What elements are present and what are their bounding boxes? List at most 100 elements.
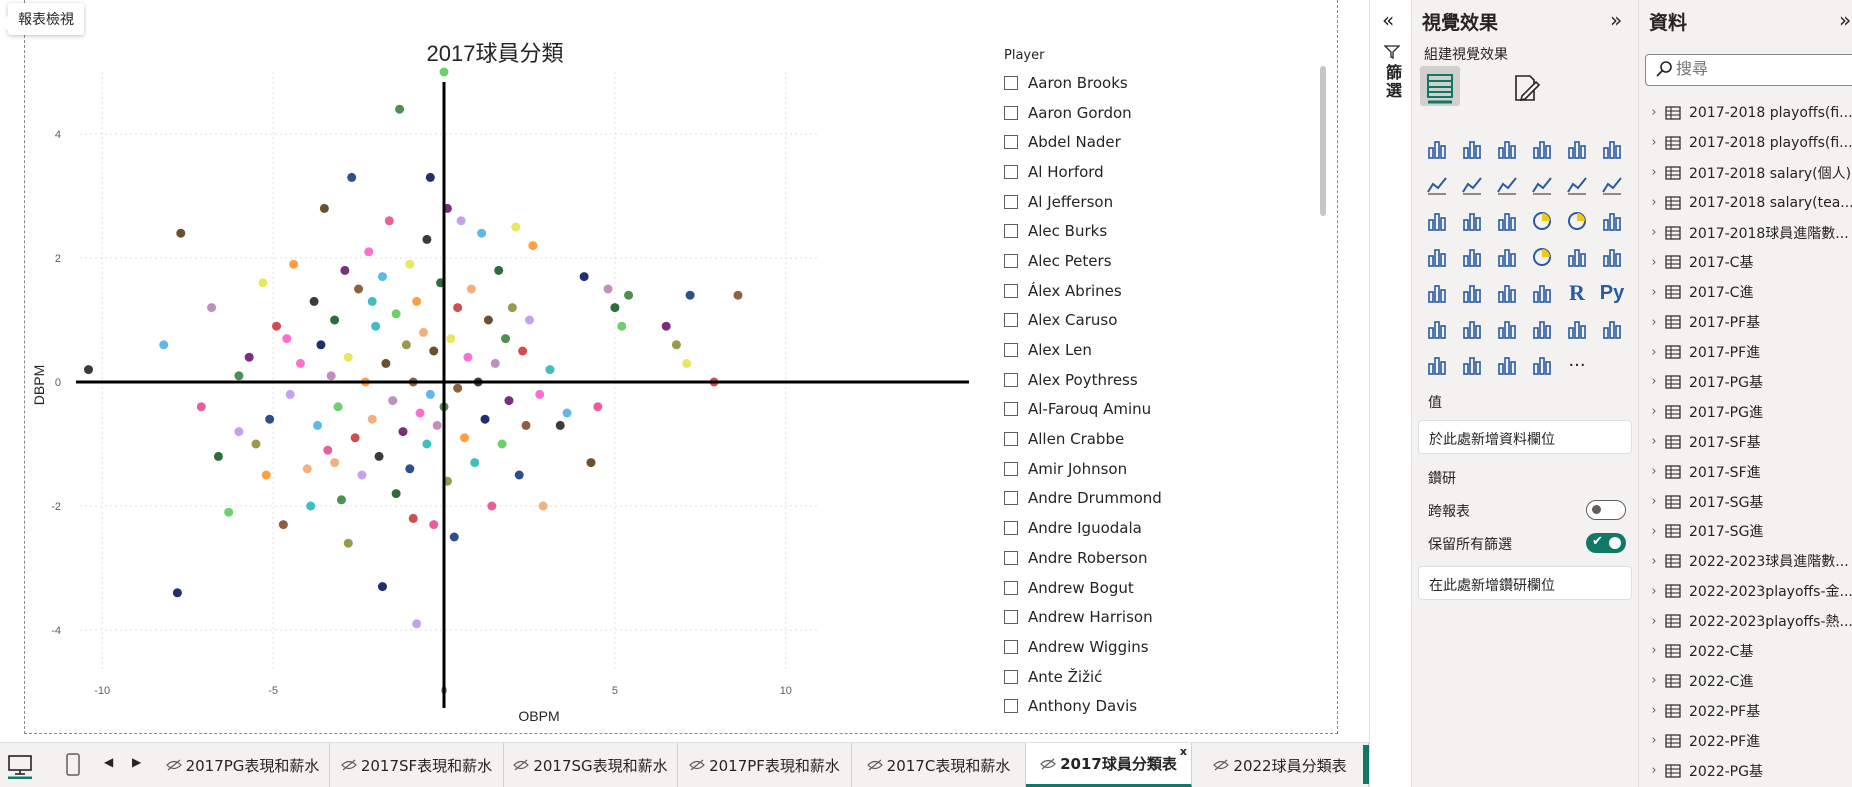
scatter-point[interactable] [377, 272, 387, 282]
chevron-right-icon[interactable]: › [1651, 583, 1657, 599]
line-chart-icon[interactable] [1424, 172, 1450, 198]
slicer-item[interactable]: Álex Abrines [1004, 276, 1162, 306]
scatter-point[interactable] [514, 470, 524, 480]
table-list-item[interactable]: › 2017-SG進 [1639, 516, 1852, 546]
scatter-point[interactable] [439, 67, 449, 77]
scatter-point[interactable] [357, 470, 367, 480]
table-list-item[interactable]: › 2017-PF進 [1639, 337, 1852, 367]
slicer-item[interactable]: Aaron Gordon [1004, 98, 1162, 128]
scatter-point[interactable] [391, 489, 401, 499]
drillthrough-drop-well[interactable]: 在此處新增鑽研欄位 [1418, 566, 1632, 600]
chevron-visual-icon[interactable] [1529, 352, 1555, 378]
scatter-point[interactable] [261, 470, 271, 480]
decomposition-tree-icon[interactable] [1459, 316, 1485, 342]
area-chart-icon[interactable] [1459, 172, 1485, 198]
azure-map-icon[interactable] [1494, 244, 1520, 270]
matrix-icon[interactable] [1529, 280, 1555, 306]
chevron-right-icon[interactable]: › [1651, 165, 1657, 181]
slicer-checkbox[interactable] [1004, 75, 1018, 90]
slicer-checkbox[interactable] [1004, 313, 1018, 328]
map-icon[interactable] [1424, 244, 1450, 270]
slicer-checkbox[interactable] [1004, 283, 1018, 298]
slicer-checkbox[interactable] [1004, 224, 1018, 239]
scatter-point[interactable] [477, 228, 487, 238]
scatter-point[interactable] [507, 303, 517, 313]
slicer-item[interactable]: Andre Iguodala [1004, 513, 1162, 543]
smart-narrative-icon[interactable] [1529, 316, 1555, 342]
scatter-point[interactable] [470, 458, 480, 468]
slicer-checkbox[interactable] [1004, 253, 1018, 268]
scatter-point[interactable] [388, 396, 398, 406]
scatter-point[interactable] [685, 290, 695, 300]
scatter-point[interactable] [562, 408, 572, 418]
table-list-item[interactable]: › 2017-SG基 [1639, 487, 1852, 517]
cross-report-toggle[interactable] [1586, 500, 1626, 520]
data-pane-expand-icon[interactable]: » [1839, 8, 1852, 32]
slicer-item[interactable]: Andrew Harrison [1004, 602, 1162, 632]
scatter-point[interactable] [244, 352, 254, 362]
slicer-checkbox[interactable] [1004, 580, 1018, 595]
scatter-point[interactable] [234, 427, 244, 437]
chevron-right-icon[interactable]: › [1651, 404, 1657, 420]
scatter-point[interactable] [593, 402, 603, 412]
scatter-point[interactable] [374, 451, 384, 461]
table-list-item[interactable]: › 2017-2018 salary(個人) [1639, 158, 1852, 188]
build-visual-tab[interactable] [1420, 66, 1460, 106]
page-tab[interactable]: 2017C表現和薪水 [852, 743, 1026, 787]
chevron-right-icon[interactable]: › [1651, 763, 1657, 779]
scatter-point[interactable] [617, 321, 627, 331]
scatter-point[interactable] [418, 327, 428, 337]
scatter-point[interactable] [521, 420, 531, 430]
slicer-checkbox[interactable] [1004, 699, 1018, 714]
scatter-point[interactable] [377, 582, 387, 592]
mobile-layout-icon[interactable] [62, 751, 84, 779]
power-apps-icon[interactable] [1424, 352, 1450, 378]
table-list-item[interactable]: › 2022-PF進 [1639, 726, 1852, 756]
scatter-point[interactable] [538, 501, 548, 511]
scatter-point[interactable] [234, 371, 244, 381]
chevron-right-icon[interactable]: › [1651, 703, 1657, 719]
key-influencers-icon[interactable] [1424, 316, 1450, 342]
filters-label[interactable]: 篩選 [1383, 64, 1402, 100]
page-tab[interactable]: 2017SG表現和薪水 [504, 743, 678, 787]
scatter-point[interactable] [463, 352, 473, 362]
scatter-point[interactable] [282, 334, 292, 344]
table-list-item[interactable]: › 2022-2023球員進階數... [1639, 546, 1852, 576]
scatter-point[interactable] [524, 315, 534, 325]
slicer-item[interactable]: Andre Roberson [1004, 543, 1162, 573]
power-automate-icon[interactable] [1459, 352, 1485, 378]
slicer-item[interactable]: Allen Crabbe [1004, 424, 1162, 454]
scatter-point[interactable] [528, 241, 538, 251]
table-list-item[interactable]: › 2017-SF基 [1639, 427, 1852, 457]
desktop-layout-icon[interactable] [6, 751, 34, 780]
diamond-icon[interactable] [1494, 352, 1520, 378]
collapse-icon[interactable]: « [1382, 8, 1395, 32]
chevron-right-icon[interactable]: › [1651, 135, 1657, 151]
close-tab-icon[interactable]: x [1179, 745, 1187, 758]
scatter-point[interactable] [460, 433, 470, 443]
scatter-point[interactable] [159, 340, 169, 350]
table-list-item[interactable]: › 2022-PG基 [1639, 756, 1852, 786]
slicer-item[interactable]: Andrew Bogut [1004, 573, 1162, 603]
scatter-point[interactable] [319, 203, 329, 213]
slicer-item[interactable]: Alec Burks [1004, 216, 1162, 246]
stacked-bar-icon[interactable] [1424, 136, 1450, 162]
page-tab[interactable]: 2017球員分類表 x [1026, 743, 1192, 787]
scatter-point[interactable] [333, 402, 343, 412]
scatter-point[interactable] [456, 216, 466, 226]
table-list-item[interactable]: › 2017-PG基 [1639, 367, 1852, 397]
scatter-point[interactable] [326, 371, 336, 381]
scatter-point[interactable] [336, 495, 346, 505]
slicer-checkbox[interactable] [1004, 521, 1018, 536]
slicer-item[interactable]: Andrew Wiggins [1004, 632, 1162, 662]
slicer-item[interactable]: Aaron Brooks [1004, 68, 1162, 98]
scatter-point[interactable] [265, 414, 275, 424]
scatter-point[interactable] [364, 247, 374, 257]
100-bar-icon[interactable] [1564, 136, 1590, 162]
clustered-bar-icon[interactable] [1494, 136, 1520, 162]
table-list-item[interactable]: › 2017-PF基 [1639, 307, 1852, 337]
scatter-point[interactable] [415, 408, 425, 418]
scatter-point[interactable] [490, 358, 500, 368]
scatter-point[interactable] [354, 284, 364, 294]
